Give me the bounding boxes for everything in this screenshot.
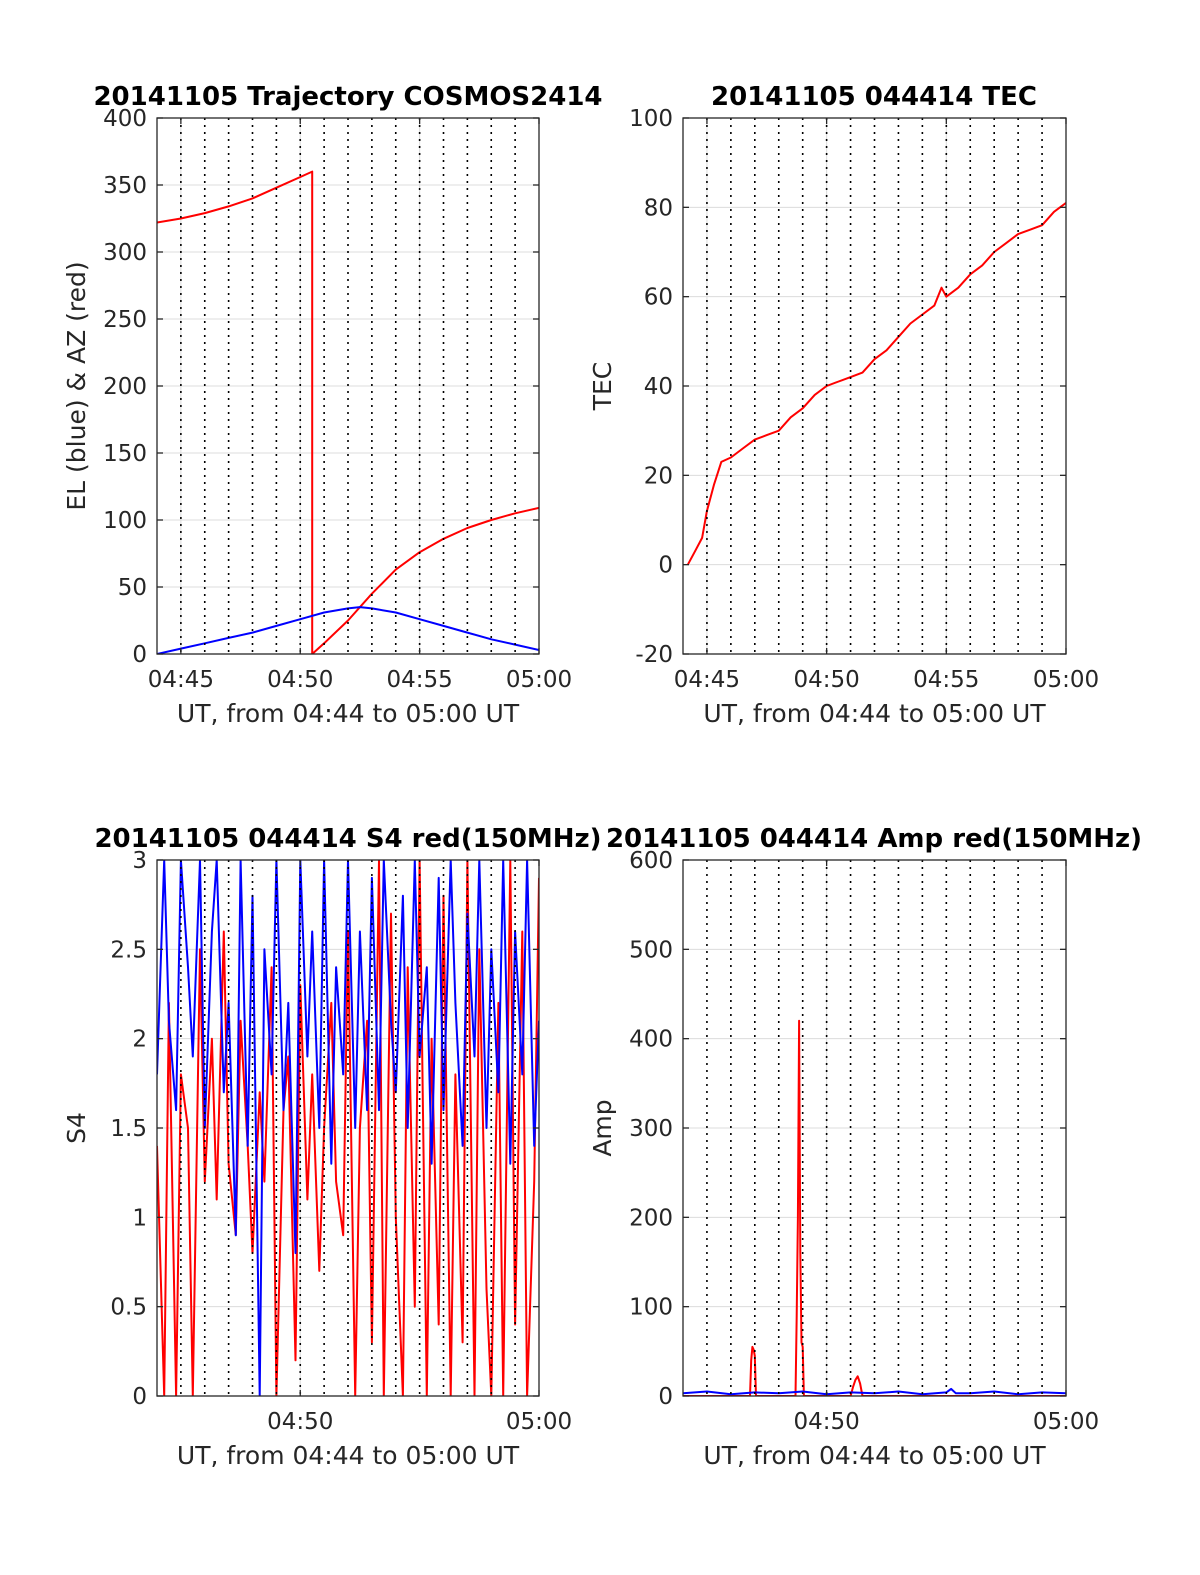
y-tick-label: 60: [644, 285, 673, 311]
y-axis-label: S4: [62, 1112, 91, 1144]
x-tick-label: 05:00: [506, 1409, 572, 1435]
y-tick-label: 400: [103, 106, 147, 132]
chart-panel-2: -20 0 20 40 60 80 100 04:45 04:50 04:55 05:00 20141…: [588, 82, 1099, 728]
x-axis-label: UT, from 04:44 to 05:00 UT: [177, 699, 520, 728]
y-tick-label: 40: [644, 374, 673, 400]
y-tick-label: 300: [103, 240, 147, 266]
y-tick-label: 80: [644, 195, 673, 221]
chart-title: 20141105 044414 TEC: [711, 82, 1037, 112]
x-tick-label: 05:00: [1033, 667, 1099, 693]
y-tick-label: 0: [132, 642, 147, 668]
x-tick-label: 04:50: [793, 1409, 859, 1435]
y-tick-label: 400: [629, 1027, 673, 1053]
y-tick-label: 250: [103, 307, 147, 333]
y-tick-label: 300: [629, 1116, 673, 1142]
y-tick-label: 1: [132, 1205, 147, 1231]
chart-title: 20141105 Trajectory COSMOS2414: [93, 82, 602, 112]
series-group: [686, 202, 1066, 566]
y-axis-label: EL (blue) & AZ (red): [62, 261, 91, 510]
y-tick-label: -20: [635, 642, 673, 668]
x-tick-label: 04:55: [913, 667, 979, 693]
x-tick-label: 04:45: [148, 667, 214, 693]
y-tick-label: 0: [658, 553, 673, 579]
y-tick-label: 2.5: [110, 937, 147, 963]
x-axis-label: UT, from 04:44 to 05:00 UT: [177, 1441, 520, 1470]
x-tick-label: 05:00: [1033, 1409, 1099, 1435]
x-tick-label: 04:45: [674, 667, 740, 693]
y-tick-label: 100: [103, 508, 147, 534]
series-line-1: [686, 202, 1066, 566]
y-tick-label: 150: [103, 441, 147, 467]
y-tick-label: 600: [629, 848, 673, 874]
series-line-2: [157, 860, 539, 1396]
y-tick-label: 0.5: [110, 1295, 147, 1321]
y-tick-label: 100: [629, 1295, 673, 1321]
y-tick-label: 20: [644, 463, 673, 489]
chart-title: 20141105 044414 Amp red(150MHz): [606, 824, 1142, 854]
x-tick-label: 04:55: [386, 667, 452, 693]
y-tick-label: 100: [629, 106, 673, 132]
y-tick-label: 0: [132, 1384, 147, 1410]
y-axis-label: Amp: [588, 1099, 617, 1156]
y-tick-label: 350: [103, 173, 147, 199]
chart-panel-3: 0 0.5 1 1.5 2 2.5 3 04:50 05:00 20141105 044414 S…: [62, 824, 602, 1470]
series-line-1: [683, 1019, 1066, 1396]
y-tick-label: 0: [658, 1384, 673, 1410]
x-tick-label: 04:50: [267, 1409, 333, 1435]
chart-panel-1: 0 50 100 150 200 250 300 350 400 04:45 04:50 04:55 0…: [62, 82, 603, 728]
y-tick-label: 200: [629, 1205, 673, 1231]
y-axis-label: TEC: [588, 362, 617, 412]
y-tick-label: 3: [132, 848, 147, 874]
y-tick-label: 50: [118, 575, 147, 601]
y-tick-label: 200: [103, 374, 147, 400]
chart-panel-4: 0 100 200 300 400 500 600 04:50 05:00 20141105 04…: [588, 824, 1142, 1470]
chart-title: 20141105 044414 S4 red(150MHz): [94, 824, 601, 854]
series-line-2: [157, 606, 539, 654]
x-axis-label: UT, from 04:44 to 05:00 UT: [703, 699, 1046, 728]
x-tick-label: 04:50: [267, 667, 333, 693]
x-tick-label: 05:00: [506, 667, 572, 693]
x-tick-label: 04:50: [793, 667, 859, 693]
x-axis-label: UT, from 04:44 to 05:00 UT: [703, 1441, 1046, 1470]
y-tick-label: 2: [132, 1027, 147, 1053]
y-tick-label: 1.5: [110, 1116, 147, 1142]
y-tick-label: 500: [629, 937, 673, 963]
